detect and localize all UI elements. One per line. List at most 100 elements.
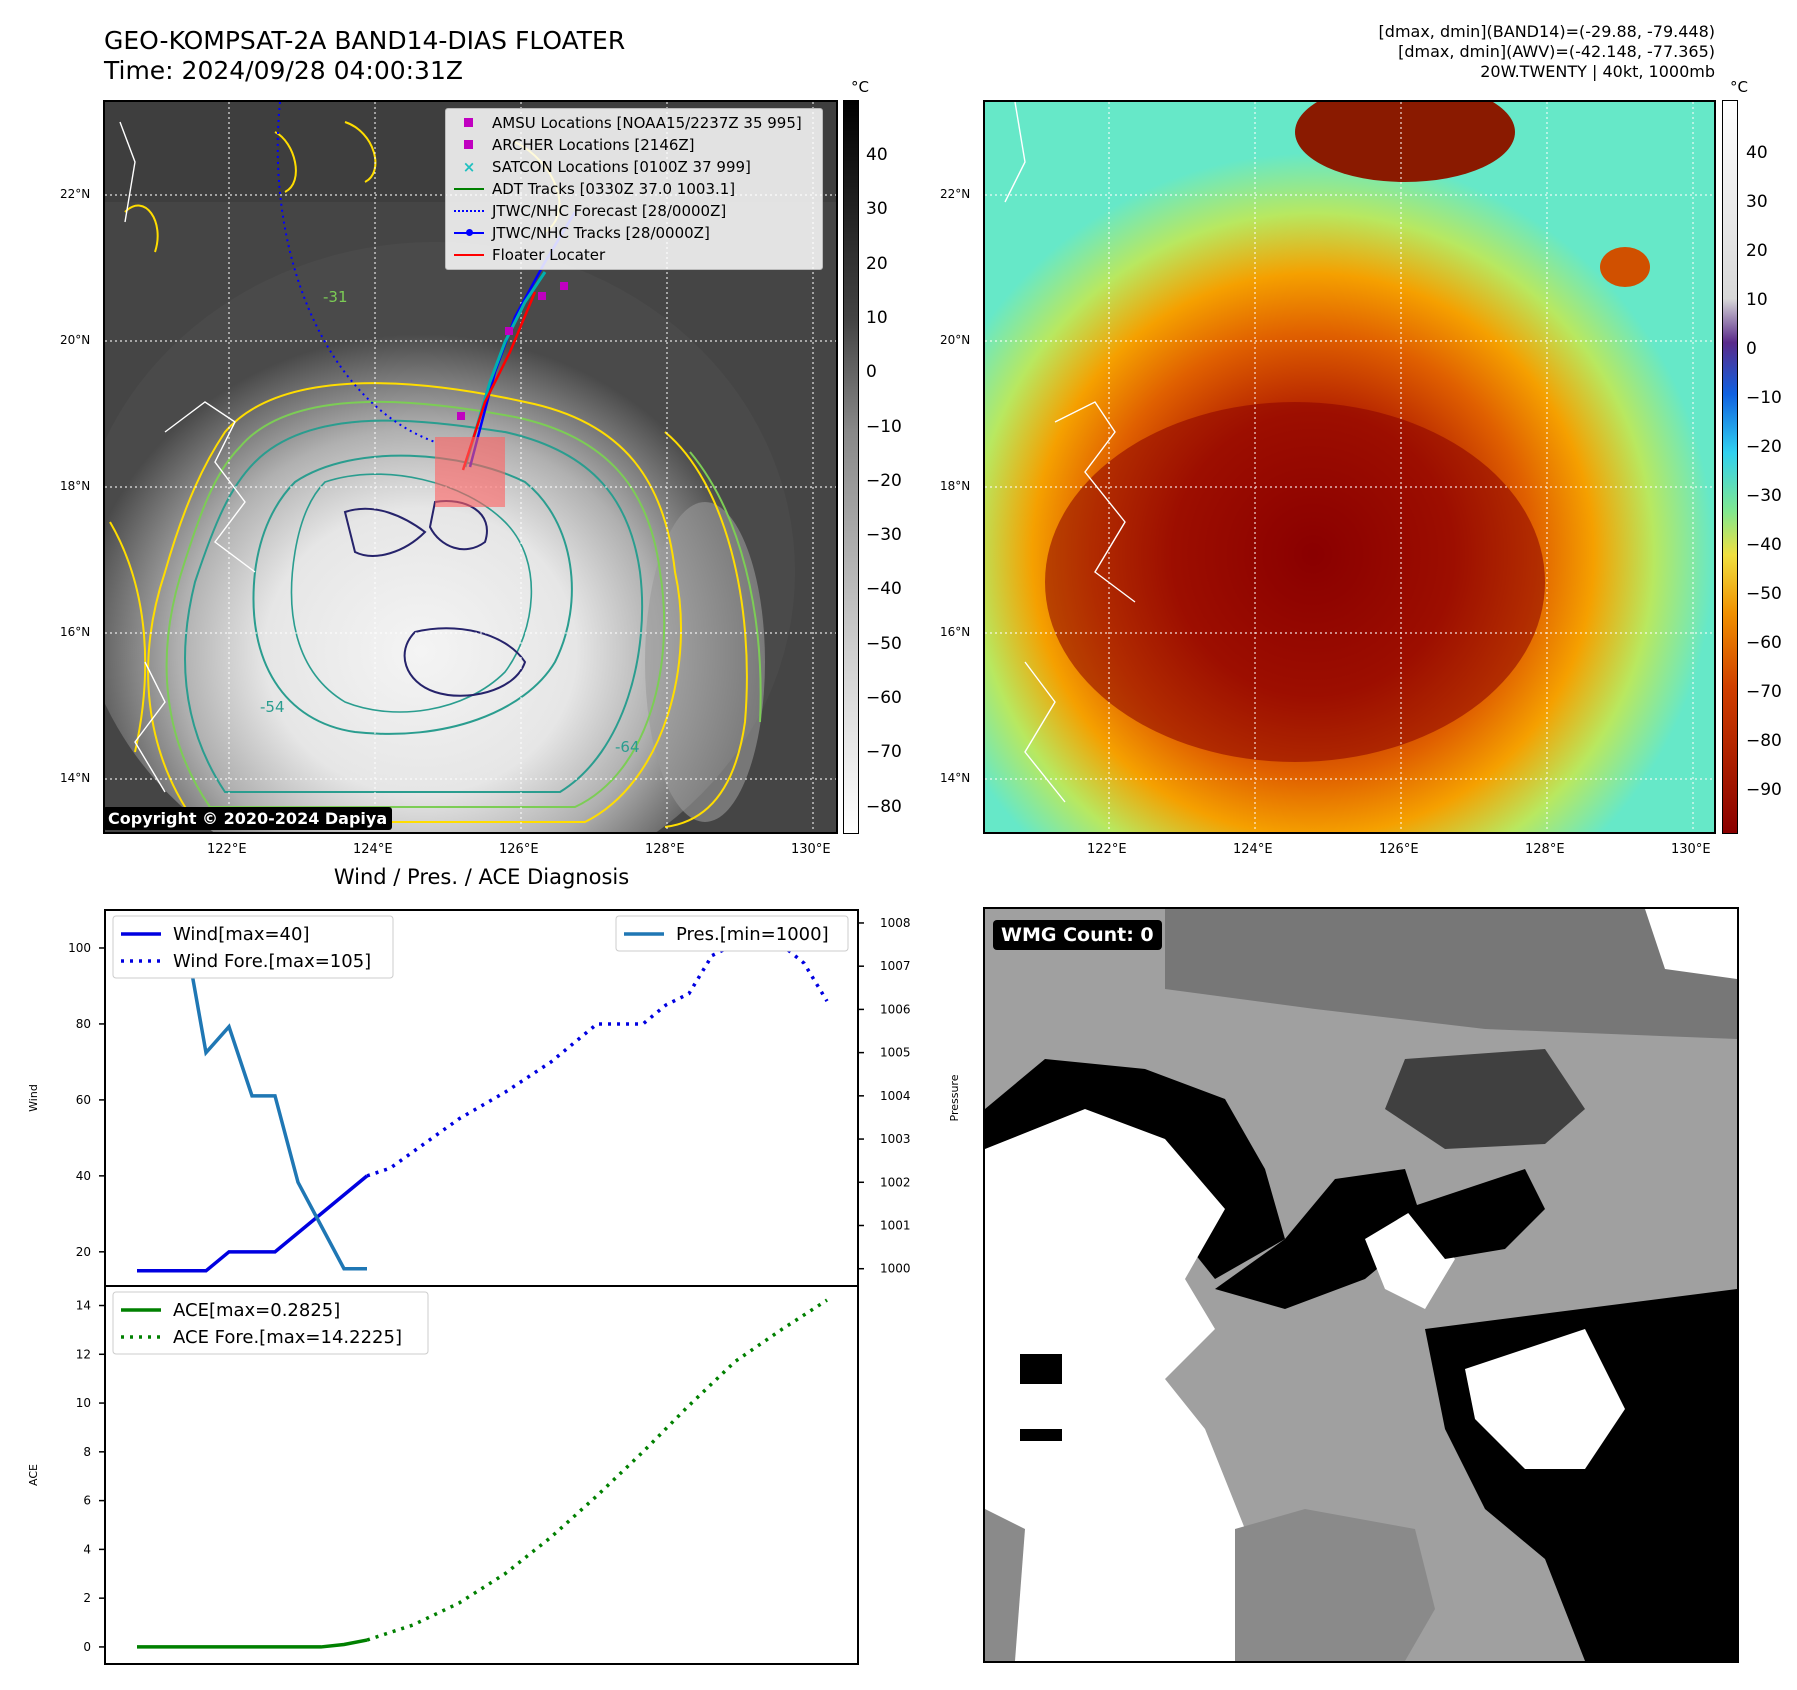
y-axis-label: ACE: [27, 1464, 40, 1486]
y-tick-label: 20: [76, 1245, 91, 1259]
colorbar-left-tick: −20: [866, 470, 902, 491]
y-tick-label: 0: [83, 1640, 91, 1654]
svg-text:-54: -54: [260, 698, 285, 716]
colorbar-right-tick: −80: [1746, 731, 1782, 751]
y-right-tick-label: 1003: [880, 1132, 911, 1146]
latitude-label: 22°N: [940, 187, 971, 201]
series-line: [137, 1638, 368, 1649]
y-tick-label: 8: [83, 1445, 91, 1459]
latitude-label: 18°N: [60, 479, 91, 493]
longitude-label: 130°E: [791, 842, 831, 857]
colorbar-left-unit: °C: [851, 78, 869, 96]
awv-map-panel: [983, 100, 1716, 834]
svg-text:-64: -64: [615, 738, 640, 756]
legend-floater: Floater Locater: [454, 244, 814, 266]
chart-time: Time: 2024/09/28 04:00:31Z: [104, 56, 463, 85]
line-marker-icon: [454, 247, 484, 263]
latitude-label: 16°N: [60, 625, 91, 639]
colorbar-right-tick: −10: [1746, 388, 1782, 408]
series-line: [366, 926, 829, 1178]
legend-forecast: JTWC/NHC Forecast [28/0000Z]: [454, 200, 814, 222]
y-tick-label: 2: [83, 1591, 91, 1605]
legend-amsu: AMSU Locations [NOAA15/2237Z 35 995]: [454, 112, 814, 134]
colorbar-left-tick: −30: [866, 525, 902, 546]
legend-label: Wind[max=40]: [173, 924, 310, 945]
colorbar-right-tick: −40: [1746, 535, 1782, 555]
svg-text:-31: -31: [323, 288, 348, 306]
colorbar-right-tick: −50: [1746, 584, 1782, 604]
wmg-panel: [983, 907, 1739, 1663]
longitude-label: 128°E: [1525, 842, 1565, 857]
y-tick-label: 80: [76, 1017, 91, 1031]
chart-legend: [112, 1291, 429, 1355]
y-tick-label: 12: [76, 1347, 91, 1361]
colorbar-left-tick: −80: [866, 796, 902, 817]
y-tick-label: 6: [83, 1494, 91, 1508]
longitude-label: 128°E: [645, 842, 685, 857]
latitude-label: 22°N: [60, 187, 91, 201]
legend-label: ACE[max=0.2825]: [173, 1300, 340, 1321]
copyright: Copyright © 2020-2024 Dapiya: [103, 807, 393, 830]
square-marker-icon: [454, 115, 484, 131]
y-right-tick-label: 1008: [880, 916, 911, 930]
chart-legend: [112, 915, 394, 979]
y-tick-label: 4: [83, 1542, 91, 1556]
longitude-label: 122°E: [1087, 842, 1127, 857]
legend-tracks: JTWC/NHC Tracks [28/0000Z]: [454, 222, 814, 244]
colorbar-left-tick: −60: [866, 688, 902, 708]
legend-label: Wind Fore.[max=105]: [173, 951, 371, 972]
colorbar-left-tick: 0: [866, 362, 877, 383]
y-right-tick-label: 1000: [880, 1262, 911, 1276]
colorbar-left: [843, 100, 859, 834]
wmg-image: [985, 909, 1737, 1661]
colorbar-right-tick: −70: [1746, 682, 1782, 702]
colorbar-right-tick: −30: [1746, 486, 1782, 506]
y-tick-label: 60: [76, 1093, 91, 1107]
colorbar-right-tick: 40: [1746, 143, 1768, 163]
colorbar-left-tick: 30: [866, 199, 888, 220]
y-tick-label: 100: [68, 941, 91, 955]
colorbar-right-tick: 0: [1746, 339, 1757, 359]
square-marker-icon: [454, 137, 484, 153]
y-right-tick-label: 1006: [880, 1002, 911, 1016]
diagnosis-title: Wind / Pres. / ACE Diagnosis: [333, 865, 630, 889]
latitude-label: 14°N: [940, 771, 971, 785]
colorbar-right-tick: −60: [1746, 633, 1782, 653]
y-axis-label: Wind: [27, 1084, 40, 1112]
longitude-label: 124°E: [1233, 842, 1273, 857]
storm-info: 20W.TWENTY | 40kt, 1000mb: [1480, 62, 1715, 81]
longitude-label: 126°E: [499, 842, 539, 857]
colorbar-right-unit: °C: [1730, 78, 1748, 96]
y-right-tick-label: 1005: [880, 1046, 911, 1060]
wmg-count: WMG Count: 0: [993, 920, 1162, 950]
colorbar-left-tick: 20: [866, 253, 888, 274]
latitude-label: 20°N: [940, 333, 971, 347]
colorbar-right: [1722, 100, 1738, 834]
colorbar-right-tick: 30: [1746, 192, 1768, 212]
line-dot-icon: [454, 225, 484, 241]
band14-range: [dmax, dmin](BAND14)=(-29.88, -79.448): [1378, 22, 1715, 41]
y-right-tick-label: 1001: [880, 1218, 911, 1232]
colorbar-left-tick: 10: [866, 307, 888, 328]
colorbar-left-tick: 40: [866, 145, 888, 165]
awv-range: [dmax, dmin](AWV)=(-42.148, -77.365): [1398, 42, 1715, 61]
legend-archer: ARCHER Locations [2146Z]: [454, 134, 814, 156]
longitude-label: 122°E: [207, 842, 247, 857]
colorbar-left-tick: −10: [866, 416, 902, 437]
colorbar-right-tick: 20: [1746, 241, 1768, 261]
series-line: [366, 1298, 828, 1642]
latitude-label: 18°N: [940, 479, 971, 493]
colorbar-right-tick: −90: [1746, 780, 1782, 800]
longitude-label: 124°E: [353, 842, 393, 857]
legend-label: ACE Fore.[max=14.2225]: [173, 1327, 402, 1348]
y-tick-label: 40: [76, 1169, 91, 1183]
x-marker-icon: ×: [462, 158, 476, 176]
dotted-line-icon: [454, 203, 484, 219]
legend-adt: ADT Tracks [0330Z 37.0 1003.1]: [454, 178, 814, 200]
y-right-tick-label: 1004: [880, 1089, 911, 1103]
chart-title: GEO-KOMPSAT-2A BAND14-DIAS FLOATER: [104, 26, 626, 55]
series-line: [137, 921, 367, 1271]
y-right-tick-label: 1002: [880, 1175, 911, 1189]
legend-satcon: × SATCON Locations [0100Z 37 999]: [454, 156, 814, 178]
colorbar-left-tick: −70: [866, 742, 902, 763]
